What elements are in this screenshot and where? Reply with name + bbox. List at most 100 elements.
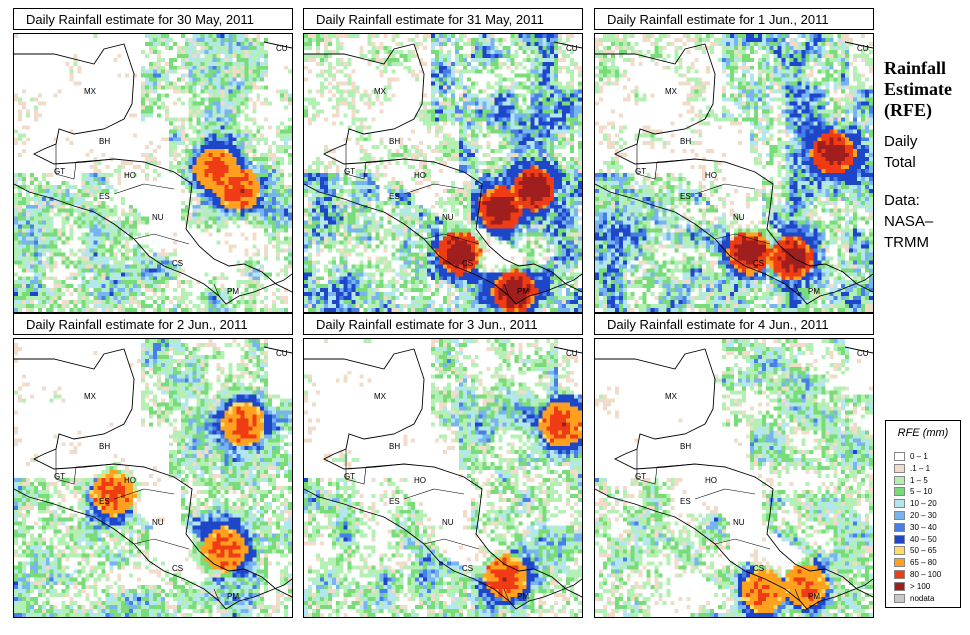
country-label-cs: CS [753, 259, 764, 268]
legend-item: > 100 [894, 581, 931, 592]
rainfall-map: MX CU BH GT HO ES NU CS PM [303, 33, 583, 313]
country-label-ho: HO [414, 476, 426, 485]
legend-swatch [894, 487, 905, 497]
legend-item: 80 – 100 [894, 570, 941, 580]
country-label-cs: CS [462, 564, 473, 573]
country-label-nu: NU [442, 518, 454, 527]
country-label-es: ES [389, 192, 400, 201]
legend-swatch [894, 463, 905, 473]
text-line: Data: [884, 192, 920, 209]
legend-swatch [894, 534, 905, 544]
legend-item: nodata [894, 593, 935, 604]
coastline [304, 488, 582, 610]
panel-title: Daily Rainfall estimate for 2 Jun., 2011 [13, 313, 293, 335]
text-line: Daily [884, 133, 918, 150]
country-label-gt: GT [54, 472, 65, 481]
country-label-mx: MX [84, 392, 97, 401]
rfe-legend: RFE (mm) 0 – 1 .1 – 1 1 – 5 5 – 10 10 – 20 20… [885, 420, 961, 608]
legend-swatch [894, 570, 905, 579]
rainfall-map: MX CU BH GT HO ES NU CS PM [594, 338, 874, 618]
country-label-nu: NU [733, 518, 745, 527]
data-source-label: Data: NASA– TRMM [884, 190, 933, 253]
country-label-cu: CU [566, 349, 578, 358]
text-line: TRMM [884, 234, 929, 251]
country-label-cs: CS [462, 259, 473, 268]
rainfall-grid [595, 339, 873, 617]
country-label-es: ES [680, 497, 691, 506]
panel-title: Daily Rainfall estimate for 4 Jun., 2011 [594, 313, 874, 335]
text-line: Total [884, 154, 916, 171]
coastline-overlay: MX CU BH GT HO ES NU CS PM [595, 41, 873, 305]
country-label-mx: MX [665, 87, 678, 96]
legend-swatch [894, 558, 905, 568]
coastline [844, 41, 873, 49]
legend-label: 1 – 5 [910, 475, 928, 485]
legend-label: 20 – 30 [910, 511, 937, 520]
coastline [595, 488, 873, 610]
rainfall-grid [14, 34, 292, 312]
country-label-es: ES [99, 497, 110, 506]
country-label-cu: CU [857, 44, 869, 53]
legend-item: 20 – 30 [894, 511, 937, 521]
legend-item: 5 – 10 [894, 487, 932, 497]
country-label-pm: PM [227, 287, 239, 296]
country-label-pm: PM [517, 592, 529, 601]
rainfall-map: MX CU BH GT HO ES NU CS PM [13, 338, 293, 618]
legend-label: > 100 [910, 581, 931, 591]
country-label-bh: BH [680, 442, 691, 451]
country-border [345, 144, 510, 297]
coastline [595, 43, 873, 293]
legend-label: nodata [910, 593, 935, 603]
country-label-pm: PM [808, 287, 820, 296]
legend-label: 5 – 10 [910, 487, 933, 497]
rainfall-grid [595, 34, 873, 312]
legend-label: 65 – 80 [910, 558, 937, 568]
title-line: Rainfall [884, 58, 947, 78]
legend-label: 40 – 50 [910, 534, 937, 544]
country-label-mx: MX [84, 87, 97, 96]
legend-item: 50 – 65 [894, 546, 937, 556]
country-label-nu: NU [152, 518, 164, 527]
text-line: NASA– [884, 213, 934, 230]
country-border [636, 144, 801, 297]
country-label-ho: HO [705, 171, 717, 180]
coastline-overlay: MX CU BH GT HO ES NU CS PM [14, 41, 292, 305]
legend-item: 1 – 5 [894, 475, 928, 486]
legend-item: 65 – 80 [894, 558, 937, 568]
country-label-cs: CS [172, 259, 183, 268]
coastline [595, 183, 873, 305]
coastline [844, 346, 873, 354]
legend-item: 30 – 40 [894, 522, 937, 533]
rainfall-grid [304, 339, 582, 617]
coastline [14, 488, 292, 610]
coastline [14, 183, 292, 305]
legend-item: 40 – 50 [894, 534, 937, 545]
country-border [55, 449, 220, 602]
legend-swatch [894, 452, 905, 461]
coastline [304, 183, 582, 305]
coastline [14, 348, 292, 598]
country-label-cu: CU [276, 44, 288, 53]
title-line: (RFE) [884, 100, 932, 120]
legend-swatch [894, 522, 905, 532]
daily-total-label: Daily Total [884, 131, 917, 173]
coastline [14, 43, 292, 293]
coastline [304, 348, 582, 598]
country-label-es: ES [99, 192, 110, 201]
country-label-ho: HO [705, 476, 717, 485]
country-label-gt: GT [344, 167, 355, 176]
country-label-cs: CS [172, 564, 183, 573]
country-label-ho: HO [414, 171, 426, 180]
rainfall-map: MX CU BH GT HO ES NU CS PM [303, 338, 583, 618]
legend-swatch [894, 475, 905, 485]
panel-title: Daily Rainfall estimate for 30 May, 2011 [13, 8, 293, 30]
country-label-pm: PM [517, 287, 529, 296]
rainfall-grid [14, 339, 292, 617]
panel-title: Daily Rainfall estimate for 31 May, 2011 [303, 8, 583, 30]
country-border [55, 144, 220, 297]
rainfall-map: MX CU BH GT HO ES NU CS PM [594, 33, 874, 313]
legend-title: RFE (mm) [897, 427, 949, 439]
coastline [304, 43, 582, 293]
sidebar-title: Rainfall Estimate (RFE) [884, 58, 952, 121]
country-label-gt: GT [635, 472, 646, 481]
